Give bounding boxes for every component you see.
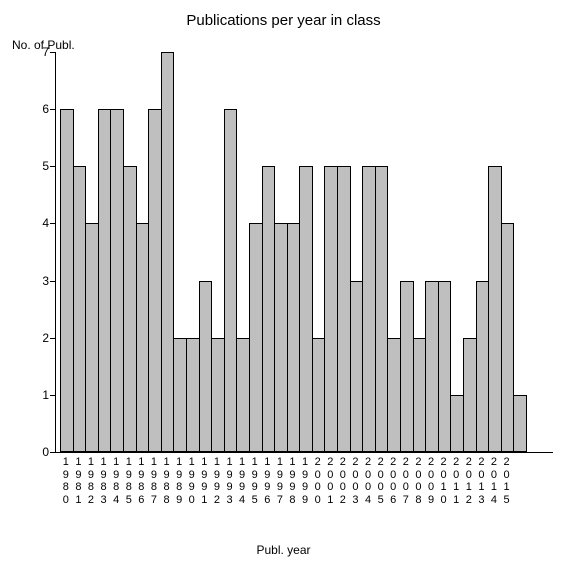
bar (350, 281, 364, 452)
chart-container: Publications per year in class No. of Pu… (0, 0, 567, 567)
x-tick-label: 2002 (336, 456, 350, 507)
x-tick-label: 1985 (122, 456, 136, 507)
bar (450, 395, 464, 452)
y-tick-label: 0 (42, 445, 49, 459)
x-tick-label: 1999 (298, 456, 312, 507)
x-tick-label: 1997 (273, 456, 287, 507)
x-tick-label: 2005 (374, 456, 388, 507)
bar (299, 166, 313, 452)
x-ticks: 1980198119821983198419851986198719881989… (59, 456, 552, 507)
bar (173, 338, 187, 452)
bar (476, 281, 490, 452)
x-tick-label: 1989 (172, 456, 186, 507)
bar (413, 338, 427, 452)
bar (463, 338, 477, 452)
x-tick-label: 2010 (437, 456, 451, 507)
bar (224, 109, 238, 452)
x-tick-label: 1986 (135, 456, 149, 507)
x-tick-label: 2009 (424, 456, 438, 507)
plot-area (55, 52, 553, 453)
bar (488, 166, 502, 452)
x-tick-label: 2000 (311, 456, 325, 507)
bar (274, 223, 288, 452)
x-tick-label: 2003 (349, 456, 363, 507)
x-tick-label: 1992 (210, 456, 224, 507)
x-axis-title: Publ. year (0, 543, 567, 557)
y-tick-label: 2 (42, 331, 49, 345)
bar (387, 338, 401, 452)
bar (60, 109, 74, 452)
x-tick-label: 1982 (84, 456, 98, 507)
x-tick-label: 2011 (449, 456, 463, 507)
x-tick-label: 2014 (487, 456, 501, 507)
y-tick-label: 7 (42, 45, 49, 59)
x-tick-label: 2008 (412, 456, 426, 507)
bar (161, 52, 175, 452)
bar (425, 281, 439, 452)
x-tick-label: 2012 (462, 456, 476, 507)
y-tick-label: 5 (42, 159, 49, 173)
bar (513, 395, 527, 452)
bar (400, 281, 414, 452)
bar (98, 109, 112, 452)
x-tick-label: 2015 (500, 456, 514, 507)
bar (287, 223, 301, 452)
x-tick-label: 1990 (185, 456, 199, 507)
x-tick-label: 2007 (399, 456, 413, 507)
bar (501, 223, 515, 452)
bar (73, 166, 87, 452)
chart-title: Publications per year in class (0, 12, 567, 29)
x-tick-label: 1996 (261, 456, 275, 507)
bar (337, 166, 351, 452)
x-tick-label: 1993 (223, 456, 237, 507)
bar (123, 166, 137, 452)
x-tick-label: 2004 (361, 456, 375, 507)
y-tick-label: 6 (42, 102, 49, 116)
y-tick-label: 1 (42, 388, 49, 402)
x-tick-label: 1994 (235, 456, 249, 507)
bar (249, 223, 263, 452)
x-tick-label: 1980 (59, 456, 73, 507)
x-tick-label: 1998 (286, 456, 300, 507)
x-tick-label: 2006 (386, 456, 400, 507)
bar (236, 338, 250, 452)
x-tick-label: 2013 (475, 456, 489, 507)
bar (438, 281, 452, 452)
bar (375, 166, 389, 452)
x-tick-label: 1987 (147, 456, 161, 507)
bar (136, 223, 150, 452)
bar (85, 223, 99, 452)
x-tick-label: 1984 (109, 456, 123, 507)
bar (324, 166, 338, 452)
bar (362, 166, 376, 452)
bar (312, 338, 326, 452)
bar (148, 109, 162, 452)
bar (211, 338, 225, 452)
y-tick-label: 4 (42, 216, 49, 230)
bar (262, 166, 276, 452)
x-tick-label: 1981 (72, 456, 86, 507)
x-tick-label: 1983 (97, 456, 111, 507)
bar (110, 109, 124, 452)
x-tick-label: 1988 (160, 456, 174, 507)
x-tick-label: 2001 (323, 456, 337, 507)
bar (199, 281, 213, 452)
x-tick-label: 1995 (248, 456, 262, 507)
bars (56, 52, 553, 452)
bar (186, 338, 200, 452)
y-tick-label: 3 (42, 274, 49, 288)
x-tick-label: 1991 (198, 456, 212, 507)
